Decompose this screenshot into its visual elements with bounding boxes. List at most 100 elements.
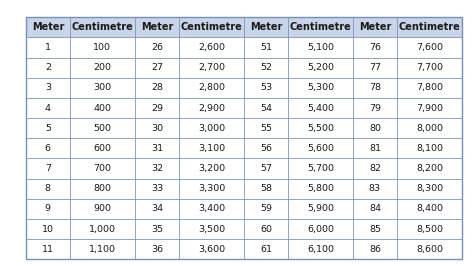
Text: 3,500: 3,500 (198, 225, 225, 234)
Bar (70, 239, 135, 259)
Text: 2,600: 2,600 (198, 43, 225, 52)
Text: 54: 54 (260, 103, 272, 113)
Bar (288, 58, 353, 78)
Bar (288, 78, 353, 98)
Bar (179, 159, 244, 179)
Text: 1,100: 1,100 (89, 245, 116, 254)
Bar (397, 219, 462, 239)
Bar (26, 159, 70, 179)
Text: 3: 3 (45, 83, 51, 92)
Bar (26, 138, 70, 159)
Bar (288, 219, 353, 239)
Text: 2,900: 2,900 (198, 103, 225, 113)
Text: 57: 57 (260, 164, 272, 173)
Text: 3,300: 3,300 (198, 184, 225, 193)
Bar (135, 199, 179, 219)
Bar (288, 38, 353, 58)
Bar (353, 38, 397, 58)
Text: Centimetre: Centimetre (72, 22, 133, 32)
Text: 61: 61 (260, 245, 272, 254)
Text: 5,800: 5,800 (307, 184, 334, 193)
Text: 300: 300 (93, 83, 111, 92)
Text: 7,900: 7,900 (416, 103, 443, 113)
Bar (179, 239, 244, 259)
Text: 59: 59 (260, 204, 272, 213)
Bar (397, 138, 462, 159)
Text: 5,700: 5,700 (307, 164, 334, 173)
Text: 79: 79 (369, 103, 381, 113)
Bar (397, 98, 462, 118)
Text: 4: 4 (45, 103, 51, 113)
Text: 84: 84 (369, 204, 381, 213)
Text: 5,500: 5,500 (307, 124, 334, 133)
Text: 7,700: 7,700 (416, 63, 443, 72)
Bar (179, 138, 244, 159)
Bar (179, 17, 244, 38)
Bar (70, 179, 135, 199)
Text: Meter: Meter (141, 22, 173, 32)
Text: 2: 2 (45, 63, 51, 72)
Bar (244, 38, 288, 58)
Bar (135, 58, 179, 78)
Text: 6,000: 6,000 (307, 225, 334, 234)
Text: 7: 7 (45, 164, 51, 173)
Text: 8,100: 8,100 (416, 144, 443, 153)
Text: 8,500: 8,500 (416, 225, 443, 234)
Text: 78: 78 (369, 83, 381, 92)
Bar (26, 38, 70, 58)
Text: 5,400: 5,400 (307, 103, 334, 113)
Text: 58: 58 (260, 184, 272, 193)
Bar (70, 138, 135, 159)
Bar (353, 199, 397, 219)
Text: 3,000: 3,000 (198, 124, 225, 133)
Bar (135, 138, 179, 159)
Bar (353, 58, 397, 78)
Bar (244, 17, 288, 38)
Bar (179, 219, 244, 239)
Text: 8,400: 8,400 (416, 204, 443, 213)
Bar (244, 138, 288, 159)
Bar (353, 78, 397, 98)
Bar (70, 159, 135, 179)
Text: 2,800: 2,800 (198, 83, 225, 92)
Text: 7,800: 7,800 (416, 83, 443, 92)
Bar (397, 159, 462, 179)
Bar (70, 199, 135, 219)
Bar (244, 58, 288, 78)
Bar (26, 78, 70, 98)
Text: 900: 900 (93, 204, 111, 213)
Text: 26: 26 (151, 43, 163, 52)
Bar (70, 118, 135, 138)
Text: 7,600: 7,600 (416, 43, 443, 52)
Bar (397, 58, 462, 78)
Bar (26, 179, 70, 199)
Text: 34: 34 (151, 204, 163, 213)
Bar (26, 219, 70, 239)
Bar (135, 159, 179, 179)
Bar (70, 98, 135, 118)
Text: 3,100: 3,100 (198, 144, 225, 153)
Text: 82: 82 (369, 164, 381, 173)
Bar (135, 98, 179, 118)
Bar (353, 98, 397, 118)
Bar (244, 98, 288, 118)
Text: 5,900: 5,900 (307, 204, 334, 213)
Text: 85: 85 (369, 225, 381, 234)
Bar (244, 179, 288, 199)
Bar (135, 219, 179, 239)
Text: 700: 700 (93, 164, 111, 173)
Bar (397, 17, 462, 38)
Text: 29: 29 (151, 103, 163, 113)
Text: 86: 86 (369, 245, 381, 254)
Text: Meter: Meter (359, 22, 391, 32)
Text: 83: 83 (369, 184, 381, 193)
Bar (135, 118, 179, 138)
Bar (288, 199, 353, 219)
Text: Centimetre: Centimetre (399, 22, 460, 32)
Text: 5: 5 (45, 124, 51, 133)
Text: 6: 6 (45, 144, 51, 153)
Text: 8: 8 (45, 184, 51, 193)
Text: 60: 60 (260, 225, 272, 234)
Bar (179, 118, 244, 138)
Text: 1: 1 (45, 43, 51, 52)
